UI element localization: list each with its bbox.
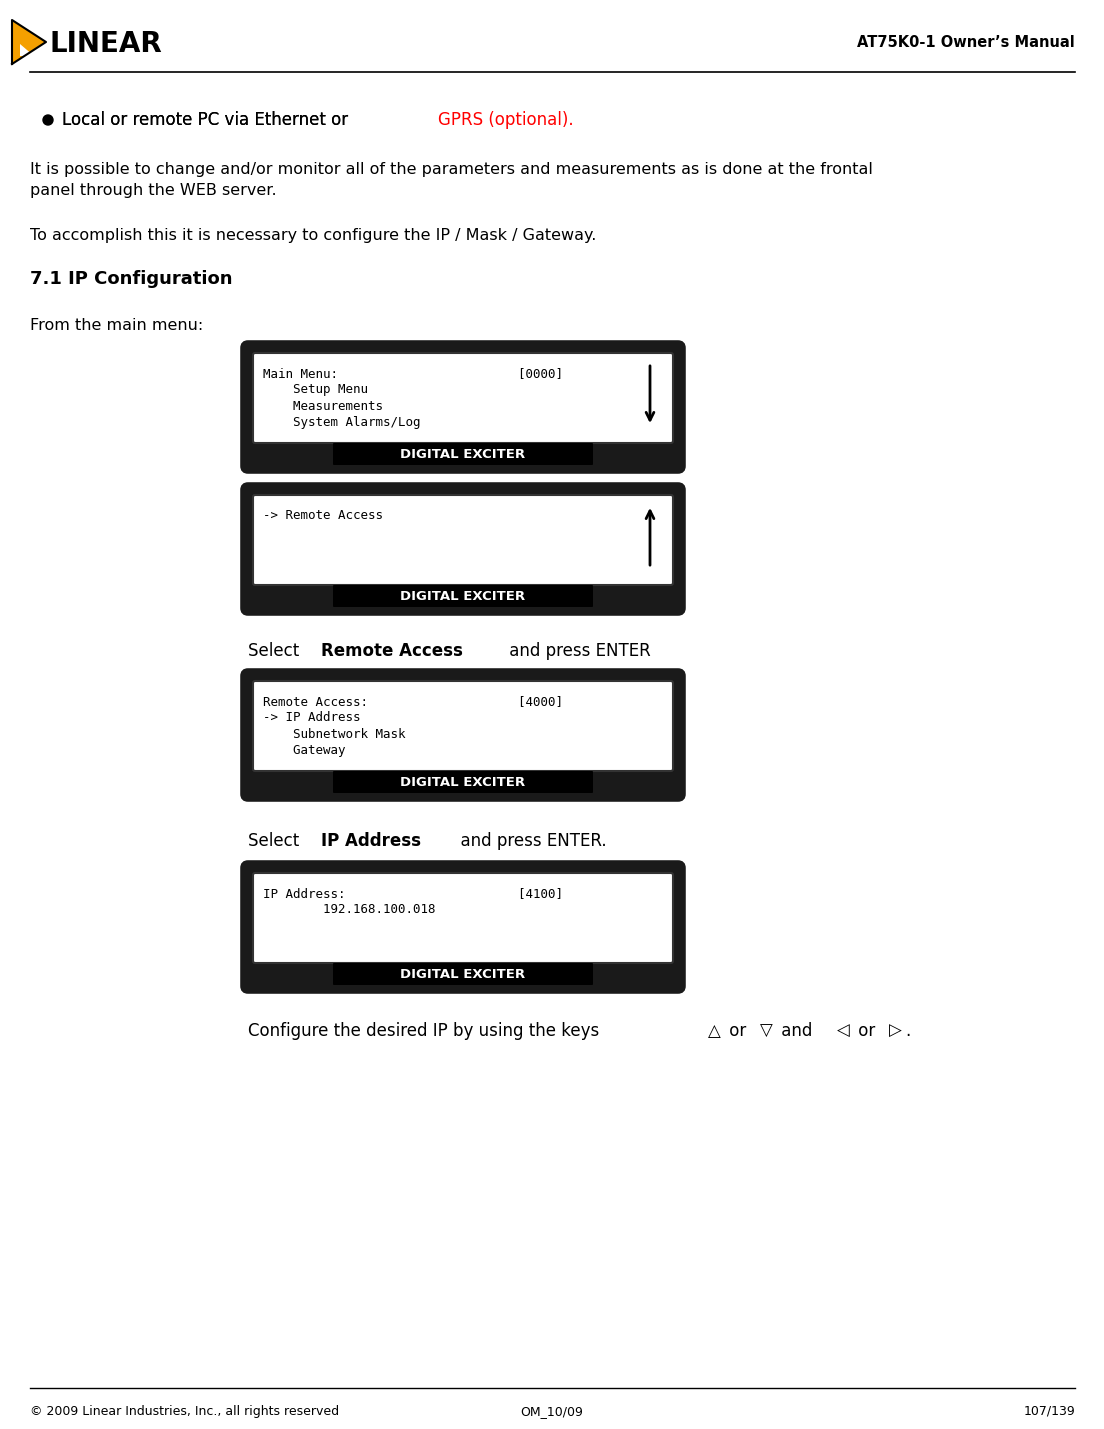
FancyBboxPatch shape xyxy=(253,873,673,963)
Text: Main Menu:                        [0000]: Main Menu: [0000] xyxy=(263,367,563,380)
Text: Setup Menu: Setup Menu xyxy=(263,383,368,396)
Text: Measurements: Measurements xyxy=(263,400,383,413)
Text: ▽: ▽ xyxy=(760,1022,773,1040)
Text: Local or remote PC via Ethernet or: Local or remote PC via Ethernet or xyxy=(62,111,353,129)
Polygon shape xyxy=(12,20,46,64)
Text: DIGITAL EXCITER: DIGITAL EXCITER xyxy=(401,776,526,789)
FancyBboxPatch shape xyxy=(333,772,593,793)
FancyBboxPatch shape xyxy=(253,494,673,584)
Text: -> IP Address: -> IP Address xyxy=(263,712,361,725)
Text: LINEAR: LINEAR xyxy=(50,30,162,59)
Text: It is possible to change and/or monitor all of the parameters and measurements a: It is possible to change and/or monitor … xyxy=(30,161,873,177)
Text: Select: Select xyxy=(248,642,305,660)
FancyBboxPatch shape xyxy=(253,353,673,443)
Text: △: △ xyxy=(708,1022,721,1040)
Circle shape xyxy=(43,114,53,124)
Text: Local or remote PC via Ethernet or: Local or remote PC via Ethernet or xyxy=(62,111,353,129)
Text: To accomplish this it is necessary to configure the IP / Mask / Gateway.: To accomplish this it is necessary to co… xyxy=(30,229,596,243)
Text: AT75K0-1 Owner’s Manual: AT75K0-1 Owner’s Manual xyxy=(857,34,1075,50)
Text: or: or xyxy=(853,1022,881,1040)
Text: 192.168.100.018: 192.168.100.018 xyxy=(263,903,435,916)
Polygon shape xyxy=(20,44,34,56)
Text: © 2009 Linear Industries, Inc., all rights reserved: © 2009 Linear Industries, Inc., all righ… xyxy=(30,1405,339,1418)
Text: Select: Select xyxy=(248,832,305,850)
Text: Configure the desired IP by using the keys: Configure the desired IP by using the ke… xyxy=(248,1022,605,1040)
Text: .: . xyxy=(905,1022,911,1040)
Text: Gateway: Gateway xyxy=(263,745,346,757)
FancyBboxPatch shape xyxy=(243,484,683,613)
Text: IP Address:                       [4100]: IP Address: [4100] xyxy=(263,887,563,900)
FancyBboxPatch shape xyxy=(243,343,683,472)
FancyBboxPatch shape xyxy=(253,682,673,772)
Text: 107/139: 107/139 xyxy=(1023,1405,1075,1418)
Text: and: and xyxy=(776,1022,824,1040)
Text: ◁: ◁ xyxy=(837,1022,850,1040)
Text: Remote Access: Remote Access xyxy=(321,642,463,660)
Text: panel through the WEB server.: panel through the WEB server. xyxy=(30,183,277,199)
Text: and press ENTER.: and press ENTER. xyxy=(450,832,606,850)
Text: or: or xyxy=(724,1022,752,1040)
Text: GPRS (optional).: GPRS (optional). xyxy=(438,111,574,129)
Text: Subnetwork Mask: Subnetwork Mask xyxy=(263,727,405,740)
Text: DIGITAL EXCITER: DIGITAL EXCITER xyxy=(401,447,526,460)
FancyBboxPatch shape xyxy=(333,963,593,985)
FancyBboxPatch shape xyxy=(333,584,593,607)
Text: System Alarms/Log: System Alarms/Log xyxy=(263,416,421,429)
Text: 7.1 IP Configuration: 7.1 IP Configuration xyxy=(30,270,233,289)
Text: IP Address: IP Address xyxy=(321,832,421,850)
FancyBboxPatch shape xyxy=(243,672,683,799)
Text: DIGITAL EXCITER: DIGITAL EXCITER xyxy=(401,967,526,980)
Text: OM_10/09: OM_10/09 xyxy=(521,1405,583,1418)
Text: From the main menu:: From the main menu: xyxy=(30,319,203,333)
FancyBboxPatch shape xyxy=(333,443,593,464)
Text: Remote Access:                    [4000]: Remote Access: [4000] xyxy=(263,694,563,707)
Text: DIGITAL EXCITER: DIGITAL EXCITER xyxy=(401,590,526,603)
Text: and press ENTER: and press ENTER xyxy=(503,642,650,660)
FancyBboxPatch shape xyxy=(243,863,683,990)
Text: ▷: ▷ xyxy=(889,1022,902,1040)
Text: -> Remote Access: -> Remote Access xyxy=(263,509,383,522)
